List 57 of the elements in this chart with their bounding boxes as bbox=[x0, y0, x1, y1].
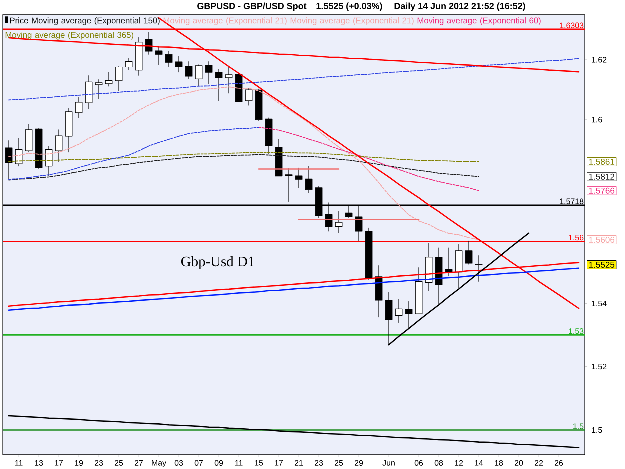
text: 1.5606 bbox=[589, 236, 615, 244]
candlestick bbox=[205, 62, 213, 84]
candlestick bbox=[5, 140, 13, 180]
candlestick bbox=[15, 138, 23, 167]
text: 1.5861 bbox=[589, 158, 615, 166]
line-series bbox=[258, 127, 480, 192]
text: Moving average (Exponential 150) bbox=[32, 18, 160, 26]
candlestick bbox=[95, 79, 103, 100]
candlestick bbox=[65, 108, 73, 153]
candlestick bbox=[85, 76, 93, 110]
candlestick bbox=[55, 130, 63, 162]
candlestick bbox=[115, 66, 123, 92]
chart-title: GBPUSD - GBP/USD Spot bbox=[198, 2, 307, 12]
candlestick bbox=[435, 248, 443, 304]
text: Moving average (Exponential 21) bbox=[164, 18, 287, 26]
legend-label: Moving average (Exponential 21) bbox=[290, 18, 414, 26]
candlestick bbox=[25, 124, 33, 153]
candlestick bbox=[365, 228, 373, 280]
candlestick bbox=[255, 88, 263, 122]
candlestick bbox=[155, 47, 163, 66]
candlestick bbox=[445, 248, 453, 277]
candlestick bbox=[305, 166, 313, 194]
text: 1.5766 bbox=[589, 188, 615, 194]
chart-subtitle: 1.5525 (+0.03%) bbox=[316, 2, 382, 12]
candlestick bbox=[405, 301, 413, 329]
legend-label: Price bbox=[10, 18, 28, 24]
candlestick bbox=[195, 64, 203, 87]
candlestick bbox=[295, 168, 303, 188]
candlestick bbox=[165, 51, 173, 68]
text: 1.5525 bbox=[589, 262, 615, 268]
candlestick bbox=[145, 32, 153, 55]
candlestick bbox=[225, 66, 233, 94]
candlestick bbox=[265, 118, 273, 154]
line-series bbox=[8, 127, 260, 180]
candlestick bbox=[75, 97, 83, 118]
candlestick bbox=[335, 211, 343, 234]
candlestick bbox=[285, 168, 293, 202]
candlestick bbox=[465, 240, 473, 265]
text: Moving average (Exponential 60) bbox=[418, 18, 541, 26]
candlestick bbox=[175, 56, 183, 73]
candlestick bbox=[105, 72, 113, 87]
candlestick bbox=[475, 256, 483, 282]
candlestick bbox=[135, 37, 143, 76]
line-series bbox=[388, 232, 530, 346]
text: Moving average (Exponential 365) bbox=[6, 32, 134, 40]
candlestick bbox=[245, 88, 253, 106]
text: 1.5812 bbox=[589, 174, 615, 180]
candlestick bbox=[215, 68, 223, 102]
candlestick bbox=[125, 58, 133, 70]
candlestick bbox=[35, 128, 43, 170]
candlestick bbox=[395, 298, 403, 324]
line-series bbox=[8, 86, 480, 240]
text: Daily 14 Jun 2012 21:52 (16:52) bbox=[394, 2, 526, 12]
candlestick bbox=[415, 268, 423, 314]
candlestick bbox=[185, 62, 193, 80]
candlestick bbox=[455, 244, 463, 289]
annotation: Gbp-Usd D1 bbox=[181, 256, 254, 270]
